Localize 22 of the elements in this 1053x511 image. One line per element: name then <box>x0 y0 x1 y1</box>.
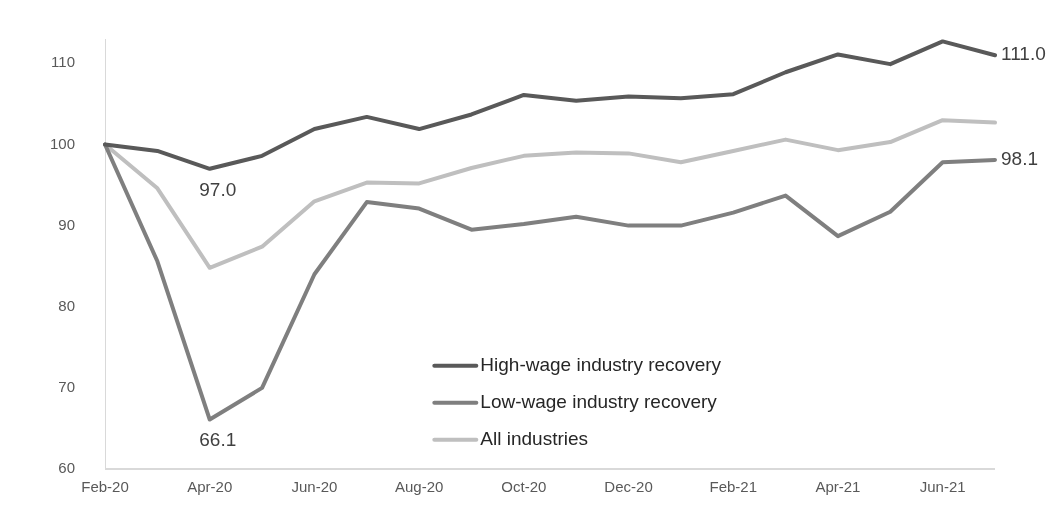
x-tick-label: Dec-20 <box>604 478 653 496</box>
y-tick-label: 100 <box>50 134 76 152</box>
x-tick-label: Feb-21 <box>709 478 758 496</box>
data-label: 66.1 <box>199 429 237 451</box>
x-tick-label: Jun-20 <box>291 478 338 496</box>
x-tick-label: Apr-21 <box>815 478 861 496</box>
legend-label: All industries <box>480 428 589 450</box>
x-tick-label: Apr-20 <box>187 478 233 496</box>
x-tick-label: Oct-20 <box>501 478 547 496</box>
data-label: 98.1 <box>1001 148 1038 170</box>
x-tick-label: Aug-20 <box>394 478 444 496</box>
data-label: 97.0 <box>199 178 237 200</box>
legend-label: High-wage industry recovery <box>480 354 722 376</box>
y-tick-label: 80 <box>58 296 76 314</box>
y-tick-label: 60 <box>58 459 76 477</box>
y-tick-label: 90 <box>58 215 76 233</box>
y-tick-label: 110 <box>51 53 76 71</box>
y-tick-label: 70 <box>58 378 76 396</box>
data-label: 111.0 <box>1001 43 1046 65</box>
legend-label: Low-wage industry recovery <box>480 391 718 413</box>
x-tick-label: Feb-20 <box>81 478 129 496</box>
x-tick-label: Jun-21 <box>919 478 966 496</box>
